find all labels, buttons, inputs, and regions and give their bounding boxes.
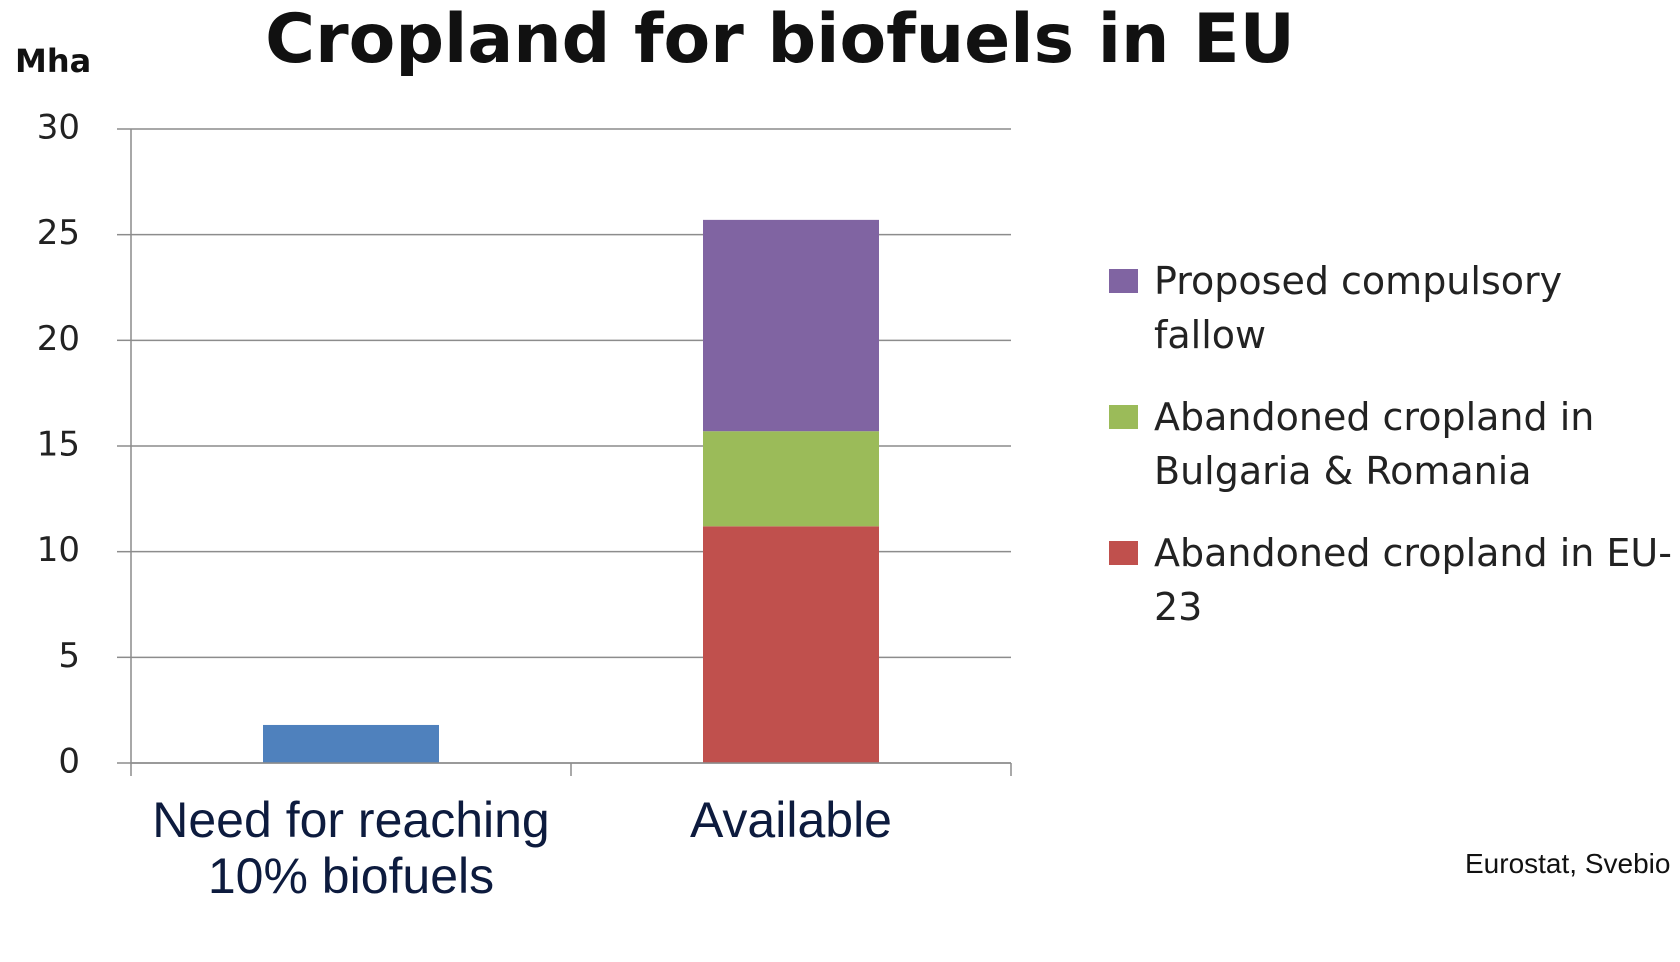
y-tick-label: 0 [58, 742, 80, 782]
y-tick-label: 25 [37, 213, 80, 253]
bar [703, 431, 879, 527]
y-tick-label: 15 [37, 425, 80, 465]
bar [703, 526, 879, 763]
legend-swatch [1109, 269, 1138, 293]
y-tick-label: 5 [58, 636, 80, 676]
legend-item: Abandoned cropland in EU-23 [1109, 526, 1680, 634]
legend-label: Abandoned cropland in Bulgaria & Romania [1154, 395, 1595, 493]
legend-label: Proposed compulsory fallow [1154, 259, 1563, 357]
legend-item: Proposed compulsory fallow [1109, 254, 1680, 362]
y-axis-label: Mha [15, 42, 92, 80]
x-tick-label: Available [689, 792, 892, 848]
legend-swatch [1109, 405, 1138, 429]
bar [263, 724, 439, 763]
legend-item: Abandoned cropland in Bulgaria & Romania [1109, 390, 1680, 498]
y-tick-label: 30 [37, 108, 80, 148]
x-tick-label: Need for reaching 10% biofuels [152, 792, 550, 904]
legend-label: Abandoned cropland in EU-23 [1154, 531, 1672, 629]
bar [703, 219, 879, 432]
legend-swatch [1109, 541, 1138, 565]
source: Eurostat, Svebio [1465, 848, 1671, 879]
y-tick-label: 20 [37, 319, 80, 359]
chart-title: Cropland for biofuels in EU [265, 0, 1295, 79]
y-tick-label: 10 [37, 530, 80, 570]
